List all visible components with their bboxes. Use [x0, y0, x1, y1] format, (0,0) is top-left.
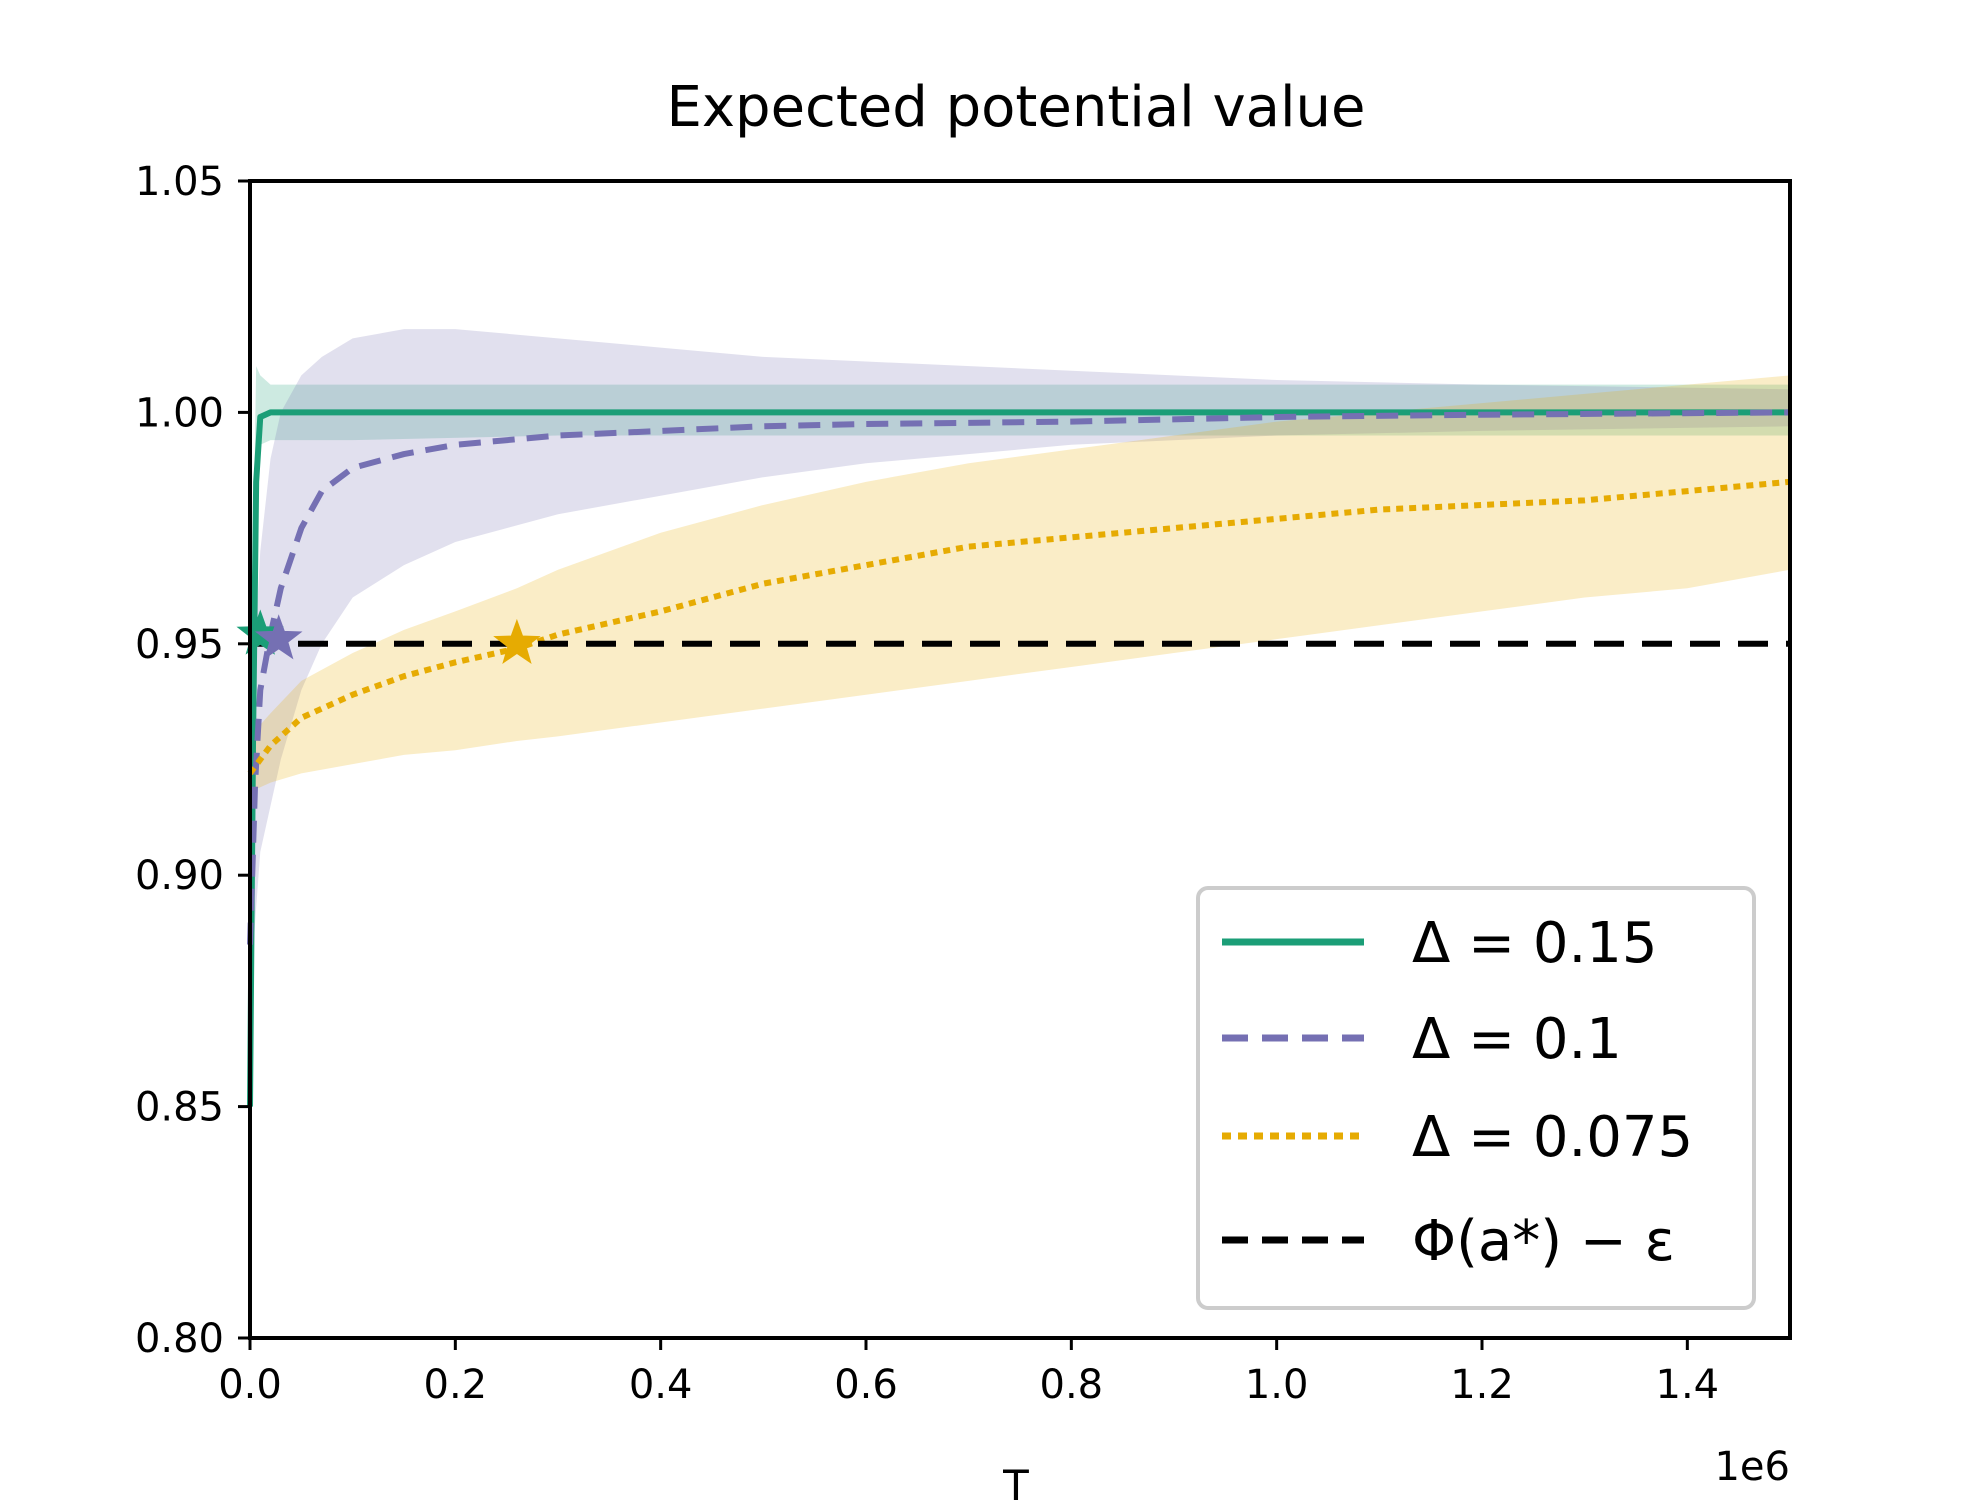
y-tick-label: 0.85	[135, 1085, 224, 1131]
y-tick-label: 1.00	[135, 390, 224, 436]
x-tick-label: 1.4	[1656, 1362, 1720, 1408]
x-tick-label: 0.8	[1040, 1362, 1104, 1408]
y-tick-label: 0.90	[135, 853, 224, 899]
x-tick-label: 0.4	[629, 1362, 693, 1408]
series-2-star-marker	[493, 618, 541, 665]
series-2-line	[247, 478, 1791, 776]
y-axis-ticks: 0.80 0.85 0.90 0.95 1.00 1.05	[135, 159, 250, 1362]
legend-label-threshold: Φ(a*) − ε	[1412, 1209, 1675, 1274]
legend-label-delta-0.075: Δ = 0.075	[1412, 1105, 1693, 1170]
legend-label-delta-0.15: Δ = 0.15	[1412, 911, 1658, 976]
series-1-star-marker	[254, 614, 303, 660]
x-tick-label: 0.6	[834, 1362, 898, 1408]
series-1-line	[247, 409, 1791, 945]
series-2-confidence-band	[250, 375, 1790, 792]
y-tick-label: 0.95	[135, 622, 224, 668]
plot-frame	[248, 179, 1792, 1340]
legend-box	[1196, 886, 1756, 1310]
x-axis-offset-label: 1e6	[1714, 1444, 1790, 1490]
series-1-confidence-band	[250, 329, 1790, 1015]
x-axis-label: T	[1002, 1461, 1029, 1500]
x-tick-label: 0.2	[424, 1362, 488, 1408]
series-0-line	[247, 409, 1790, 1107]
x-tick-label: 1.2	[1450, 1362, 1514, 1408]
chart-title: Expected potential value	[667, 75, 1366, 140]
confidence-bands	[250, 329, 1790, 1130]
legend: Δ = 0.15 Δ = 0.1 Δ = 0.075 Φ(a*) − ε	[1196, 886, 1756, 1310]
y-tick-label: 1.05	[135, 159, 224, 205]
x-tick-label: 0.0	[218, 1362, 282, 1408]
legend-label-delta-0.1: Δ = 0.1	[1412, 1007, 1622, 1072]
x-axis-ticks: 0.0 0.2 0.4 0.6 0.8 1.0 1.2 1.4	[218, 1338, 1719, 1408]
y-tick-label: 0.80	[135, 1316, 224, 1362]
threshold-stars	[236, 609, 541, 665]
x-tick-label: 1.0	[1245, 1362, 1309, 1408]
